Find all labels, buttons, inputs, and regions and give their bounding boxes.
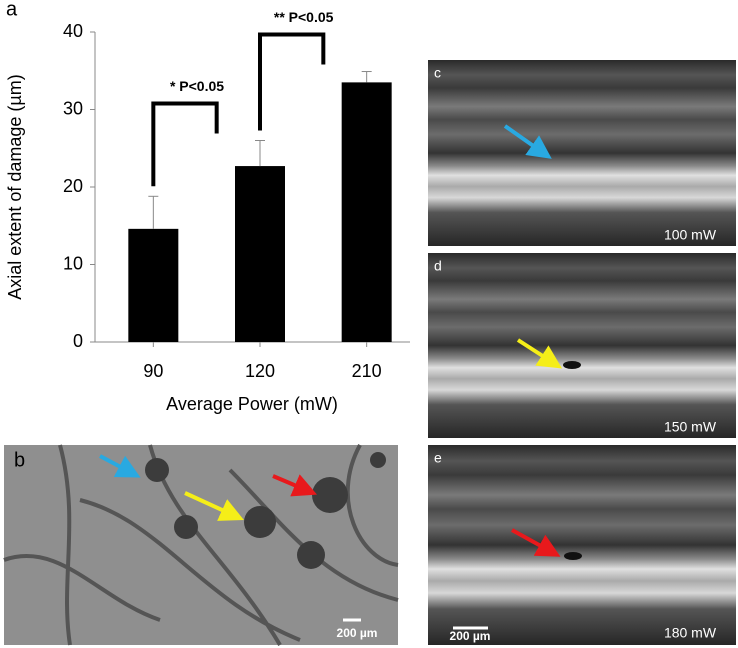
power-label: 180 mW [664, 625, 717, 641]
y-tick-label: 40 [63, 21, 83, 41]
oct-image [428, 60, 736, 246]
arrow [511, 528, 561, 557]
lesions [145, 452, 386, 569]
panel-label: e [434, 450, 442, 466]
panel-c: c 100 mW [428, 60, 736, 246]
x-axis-label: Average Power (mW) [166, 394, 338, 414]
scale-bar-label: 200 µm [450, 629, 491, 643]
bar [235, 166, 285, 342]
y-tick-label: 0 [73, 331, 83, 351]
lesion [563, 361, 581, 369]
power-label: 100 mW [664, 227, 717, 243]
significance-bracket [151, 101, 219, 187]
y-tick-label: 20 [63, 176, 83, 196]
power-label: 150 mW [664, 419, 717, 435]
bar [128, 228, 179, 342]
arrow [516, 338, 563, 369]
panel-e: e 200 µm 180 mW [428, 445, 736, 645]
annotation: * P<0.05 [170, 78, 224, 94]
lesion [564, 552, 582, 560]
arrow [503, 124, 552, 159]
x-tick-label: 90 [143, 361, 163, 381]
oct-image [428, 253, 736, 438]
fundus-image [4, 445, 398, 645]
x-tick-label: 120 [245, 361, 275, 381]
y-tick-label: 10 [63, 253, 83, 273]
bar [341, 82, 392, 342]
panel-b: b 200 µm [3, 444, 399, 647]
arrow [99, 454, 141, 478]
y-axis-label: Axial extent of damage (µm) [5, 74, 25, 299]
panel-label: b [14, 449, 25, 471]
arrow [184, 491, 244, 521]
scale-bar-label: 200 µm [337, 626, 378, 640]
arrow [272, 474, 318, 497]
panel-d: d 150 mW [428, 253, 736, 438]
y-tick-label: 30 [63, 98, 83, 118]
x-tick-label: 210 [352, 361, 382, 381]
panel-label: c [434, 65, 441, 81]
oct-image [428, 445, 736, 645]
significance-bracket [258, 32, 326, 131]
annotation: ** P<0.05 [274, 9, 334, 25]
panel-label: d [434, 258, 442, 274]
bar-chart: a Axial extent of damage (µm) Average Po… [5, 0, 410, 414]
panel-label: a [6, 0, 18, 20]
